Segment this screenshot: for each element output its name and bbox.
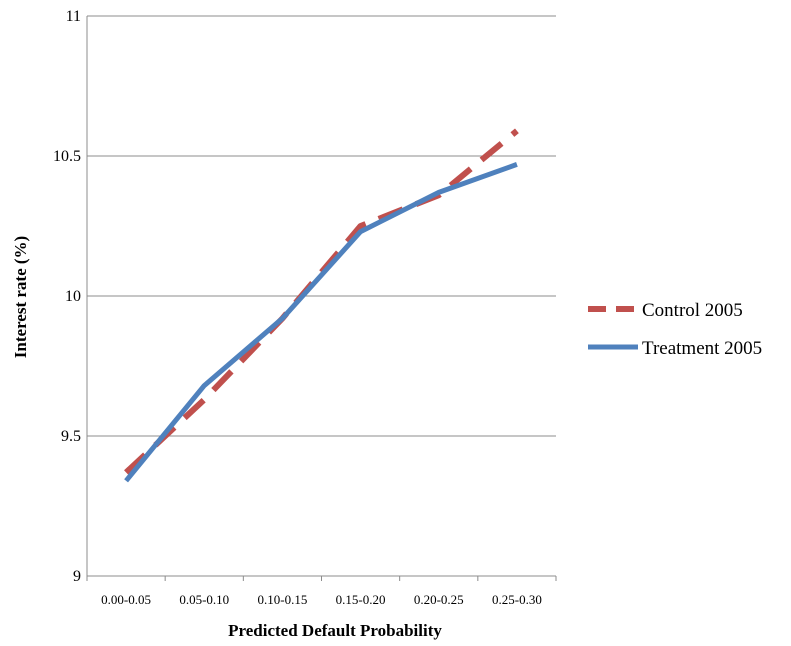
x-tick-label: 0.10-0.15 — [257, 592, 307, 607]
x-tick-label: 0.00-0.05 — [101, 592, 151, 607]
x-tick-labels: 0.00-0.05 0.05-0.10 0.10-0.15 0.15-0.20 0.20… — [101, 592, 542, 607]
y-tick-labels: 9 9.5 10 10.5 11 — [53, 8, 81, 585]
y-axis-title: Interest rate (%) — [11, 236, 30, 358]
x-tick-label: 0.20-0.25 — [414, 592, 464, 607]
y-tick-label: 11 — [66, 8, 81, 25]
axes — [86, 16, 557, 581]
legend-item-treatment: Treatment 2005 — [588, 338, 762, 359]
legend-label-treatment: Treatment 2005 — [642, 338, 762, 359]
series-line-treatment-2005 — [124, 162, 518, 483]
series-lines — [124, 128, 519, 483]
gridlines — [87, 15, 556, 437]
legend-item-control: Control 2005 — [588, 300, 743, 321]
legend-label-control: Control 2005 — [642, 300, 743, 321]
x-axis-title: Predicted Default Probability — [228, 621, 442, 640]
y-tick-label: 10.5 — [53, 148, 81, 165]
y-tick-label: 10 — [65, 288, 81, 305]
y-tick-label: 9.5 — [61, 428, 81, 445]
legend: Control 2005 Treatment 2005 — [588, 300, 762, 359]
y-tick-label: 9 — [73, 568, 81, 585]
x-tick-label: 0.25-0.30 — [492, 592, 542, 607]
x-tick-label: 0.05-0.10 — [179, 592, 229, 607]
x-tick-label: 0.15-0.20 — [336, 592, 386, 607]
series-line-control-2005 — [124, 128, 519, 475]
